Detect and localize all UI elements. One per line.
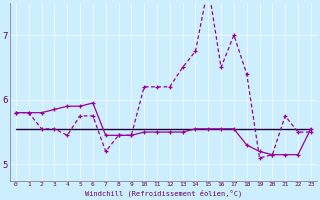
X-axis label: Windchill (Refroidissement éolien,°C): Windchill (Refroidissement éolien,°C) <box>85 190 242 197</box>
